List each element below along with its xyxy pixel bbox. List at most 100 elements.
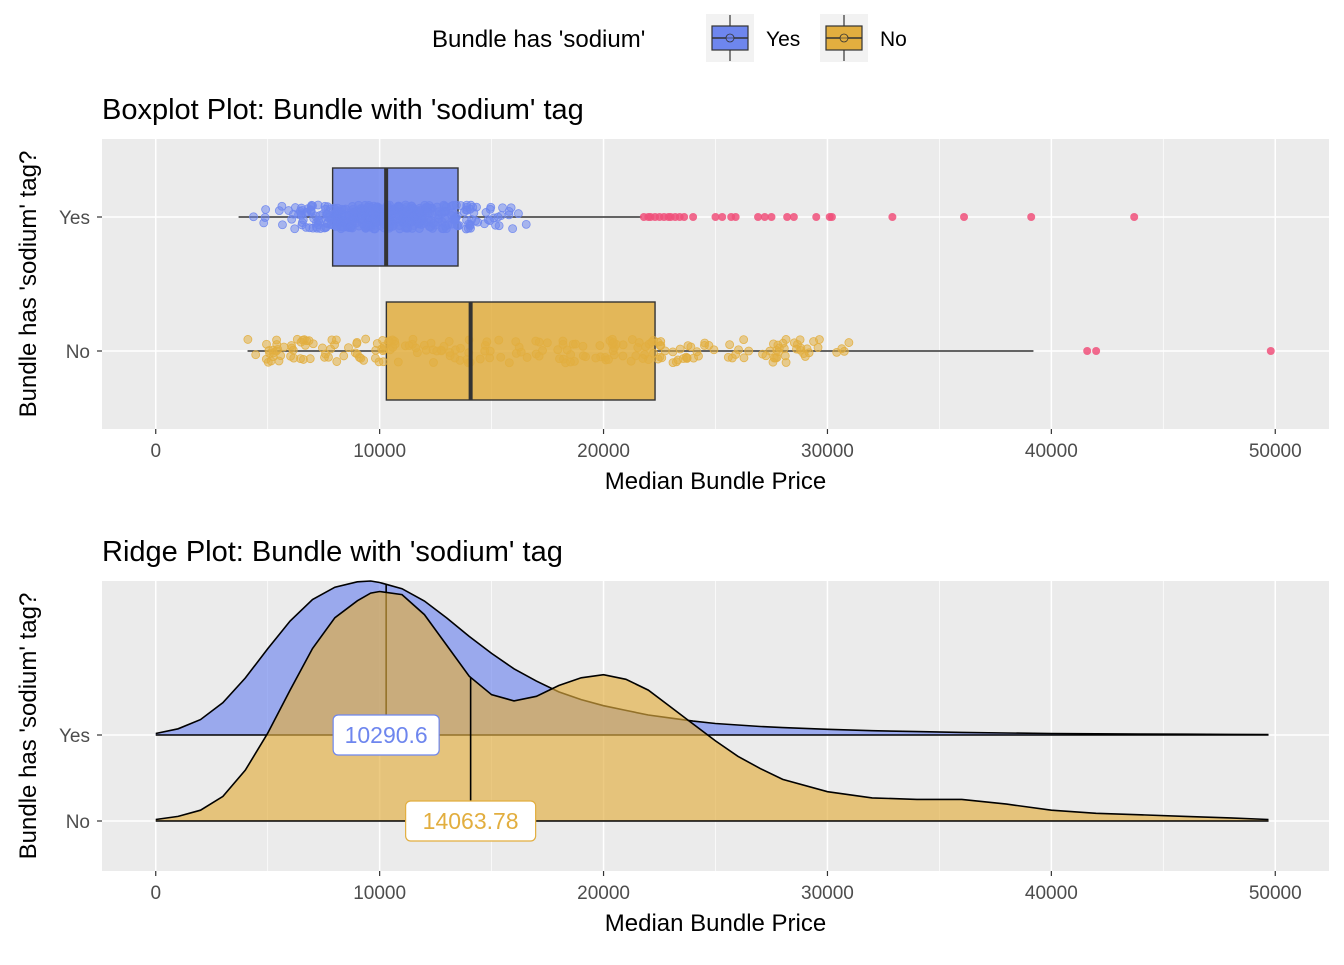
jitter-point xyxy=(482,337,492,347)
jitter-point xyxy=(655,341,665,351)
jitter-point xyxy=(781,358,791,367)
jitter-point xyxy=(796,343,806,353)
jitter-point xyxy=(428,219,438,228)
jitter-point xyxy=(765,346,775,356)
y-tick-label: Yes xyxy=(59,208,90,229)
outlier-point xyxy=(1130,213,1139,221)
outlier-point xyxy=(754,213,763,221)
outlier-point xyxy=(760,213,769,221)
jitter-point xyxy=(739,353,749,363)
legend-key-point xyxy=(839,33,849,43)
jitter-point xyxy=(456,201,466,210)
jitter-point xyxy=(555,354,564,364)
ridge-density-fill xyxy=(155,591,1269,821)
box-series-yes xyxy=(238,167,1139,267)
y-axis-label: Bundle has 'sodium' tag? xyxy=(15,593,42,860)
ridge-panel: 0 10000 20000 30000 40000 50000 Yes No Ridge Plo… xyxy=(15,536,1329,937)
jitter-point xyxy=(496,211,506,220)
legend-label-no: No xyxy=(880,28,907,51)
jitter-point xyxy=(844,338,854,347)
jitter-point xyxy=(299,335,309,345)
y-tick-label: No xyxy=(66,342,90,363)
jitter-point xyxy=(466,223,475,233)
jitter-point xyxy=(378,346,388,356)
jitter-point xyxy=(595,341,605,350)
jitter-point xyxy=(538,346,547,355)
jitter-point xyxy=(348,220,357,230)
jitter-point xyxy=(578,341,588,351)
x-tick-label: 40000 xyxy=(1025,441,1078,462)
jitter-point xyxy=(357,211,367,220)
jitter-point xyxy=(496,352,506,362)
jitter-point xyxy=(804,348,814,358)
legend-title: Bundle has 'sodium' xyxy=(432,26,645,53)
outlier-point xyxy=(718,213,727,221)
jitter-point xyxy=(832,347,842,357)
jitter-point xyxy=(371,345,381,355)
jitter-point xyxy=(653,354,663,364)
jitter-point xyxy=(608,346,618,356)
jitter-point xyxy=(444,337,454,346)
legend-key-yes xyxy=(706,14,754,62)
x-tick-label: 10000 xyxy=(353,441,406,462)
jitter-point xyxy=(320,201,330,211)
jitter-point xyxy=(618,340,628,350)
jitter-point xyxy=(393,210,403,220)
jitter-point xyxy=(511,337,521,347)
x-tick-label: 30000 xyxy=(801,883,854,904)
jitter-point xyxy=(411,343,421,353)
jitter-point xyxy=(368,214,378,224)
jitter-point xyxy=(419,218,429,228)
x-tick-label: 10000 xyxy=(353,883,406,904)
jitter-point xyxy=(344,343,353,353)
x-tick-label: 20000 xyxy=(577,441,630,462)
jitter-point xyxy=(504,210,514,220)
outlier-point xyxy=(731,213,740,221)
outlier-point xyxy=(689,213,698,221)
jitter-point xyxy=(578,351,588,361)
jitter-point xyxy=(709,345,719,355)
jitter-point xyxy=(522,353,532,362)
jitter-point xyxy=(432,346,442,356)
jitter-point xyxy=(668,347,678,357)
jitter-point xyxy=(439,224,448,234)
jitter-point xyxy=(481,208,491,217)
jitter-point xyxy=(839,346,849,356)
jitter-point xyxy=(641,342,650,352)
jitter-point xyxy=(566,357,575,367)
x-tick-label: 0 xyxy=(150,883,161,904)
outlier-point xyxy=(783,213,792,221)
jitter-point xyxy=(284,206,294,215)
jitter-point xyxy=(480,346,490,356)
jitter-point xyxy=(290,224,300,234)
outlier-point xyxy=(789,213,798,221)
outlier-point xyxy=(1266,347,1275,355)
x-axis-label: Median Bundle Price xyxy=(605,468,826,495)
jitter-point xyxy=(306,206,316,216)
jitter-point xyxy=(508,224,518,234)
outlier-point xyxy=(827,213,836,221)
jitter-point xyxy=(429,358,438,367)
jitter-point xyxy=(361,334,371,344)
jitter-point xyxy=(371,353,380,363)
jitter-point xyxy=(700,341,709,350)
jitter-point xyxy=(393,357,403,367)
jitter-point xyxy=(322,218,332,228)
jitter-point xyxy=(739,335,749,344)
jitter-point xyxy=(485,353,495,363)
outlier-point xyxy=(888,213,897,221)
y-axis-label: Bundle has 'sodium' tag? xyxy=(15,151,42,418)
legend-key-no xyxy=(820,14,868,62)
outlier-point xyxy=(812,213,821,221)
jitter-point xyxy=(454,221,464,230)
outlier-point xyxy=(680,213,689,221)
jitter-point xyxy=(336,217,346,227)
jitter-point xyxy=(516,347,526,357)
jitter-point xyxy=(439,207,449,216)
jitter-point xyxy=(725,340,735,350)
jitter-point xyxy=(604,355,613,364)
jitter-point xyxy=(734,345,743,355)
jitter-point xyxy=(494,221,504,231)
jitter-point xyxy=(331,335,341,345)
